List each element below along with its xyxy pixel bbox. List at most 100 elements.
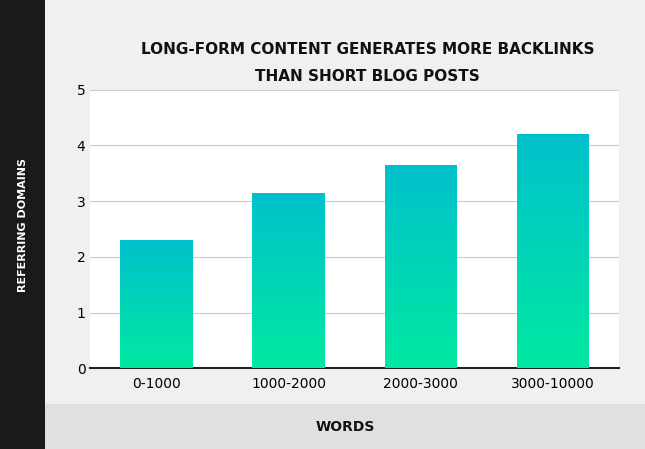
Bar [120,320,193,321]
Bar [517,277,590,278]
Bar [517,249,590,250]
Bar [384,323,457,325]
Bar [252,222,325,223]
Bar [517,233,590,234]
Text: WORDS: WORDS [315,419,375,434]
Bar [120,313,193,314]
Bar [252,314,325,315]
Bar [517,229,590,230]
Bar [252,294,325,295]
Bar [517,169,590,171]
Bar [517,158,590,159]
Bar [384,167,457,168]
Bar [252,296,325,297]
Bar [517,139,590,140]
Bar [384,356,457,357]
Bar [517,271,590,272]
Bar [120,334,193,335]
Bar [517,155,590,157]
Bar [120,344,193,345]
Bar [252,241,325,242]
Bar [384,173,457,174]
Bar [384,265,457,267]
Bar [252,355,325,356]
Bar [252,236,325,237]
Bar [252,297,325,298]
Bar [120,360,193,361]
Bar [252,291,325,292]
Bar [384,286,457,287]
Bar [120,290,193,291]
Bar [517,281,590,282]
Bar [120,243,193,244]
Bar [120,335,193,336]
Bar [517,238,590,240]
Bar [120,302,193,303]
Bar [384,297,457,298]
Bar [120,275,193,276]
Bar [252,286,325,287]
Bar [517,312,590,313]
Bar [252,208,325,209]
Bar [517,275,590,276]
Bar [517,189,590,190]
Bar [384,179,457,180]
Bar [252,285,325,286]
Bar [384,341,457,342]
Bar [384,229,457,230]
Bar [517,225,590,227]
Bar [120,329,193,330]
Bar [384,276,457,277]
Bar [252,295,325,296]
Bar [120,364,193,365]
Bar [517,345,590,346]
Bar [517,202,590,203]
Bar [517,248,590,249]
Bar [120,328,193,329]
Bar [517,278,590,279]
Bar [384,251,457,252]
Bar [384,249,457,250]
Bar [384,202,457,203]
Bar [252,327,325,328]
Bar [252,235,325,236]
Bar [517,282,590,283]
Bar [384,307,457,308]
Bar [517,227,590,228]
Bar [517,207,590,208]
Bar [517,320,590,321]
Bar [384,352,457,353]
Bar [384,321,457,322]
Bar [384,355,457,356]
Bar [252,334,325,335]
Bar [384,346,457,347]
Bar [384,218,457,219]
Bar [517,358,590,359]
Bar [120,270,193,271]
Bar [384,209,457,210]
Bar [252,255,325,256]
Bar [517,355,590,357]
Bar [252,244,325,245]
Bar [517,258,590,260]
Bar [384,291,457,292]
Bar [252,262,325,263]
Bar [384,226,457,227]
Bar [252,202,325,203]
Bar [384,213,457,214]
Bar [384,366,457,367]
Bar [120,348,193,349]
Bar [517,166,590,167]
Bar [252,245,325,246]
Bar [252,364,325,365]
Bar [384,311,457,313]
Bar [120,319,193,320]
Bar [517,351,590,352]
Bar [384,256,457,257]
Bar [252,227,325,228]
Bar [384,267,457,268]
Bar [384,292,457,293]
Bar [517,250,590,251]
Bar [120,279,193,280]
Bar [384,338,457,339]
